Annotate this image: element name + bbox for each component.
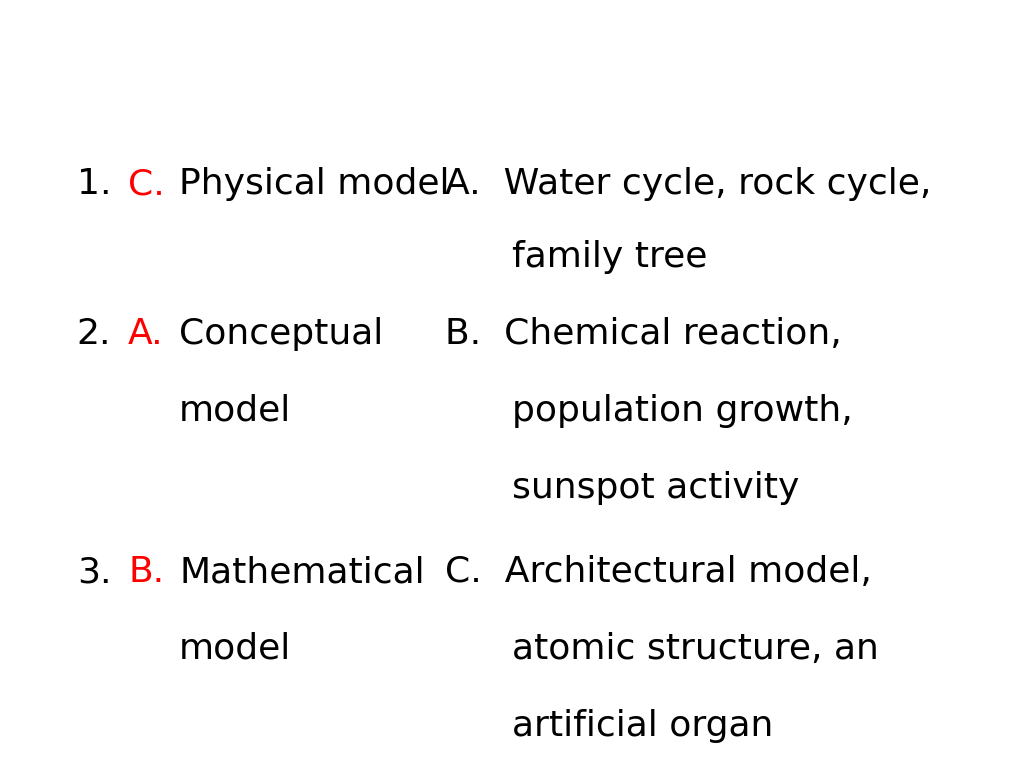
Text: A.: A. [128,317,164,351]
Text: 1.: 1. [77,167,112,201]
Text: model: model [179,394,292,428]
Text: model: model [179,632,292,666]
Text: 3.: 3. [77,555,112,589]
Text: artificial organ: artificial organ [512,709,773,743]
Text: C.: C. [128,167,165,201]
Text: Conceptual: Conceptual [179,317,383,351]
Text: 2.: 2. [77,317,112,351]
Text: Mathematical: Mathematical [179,555,425,589]
Text: B.: B. [128,555,164,589]
Text: A.  Water cycle, rock cycle,: A. Water cycle, rock cycle, [445,167,932,201]
Text: Physical model: Physical model [179,167,450,201]
Text: B.  Chemical reaction,: B. Chemical reaction, [445,317,842,351]
Text: atomic structure, an: atomic structure, an [512,632,879,666]
Text: C.  Architectural model,: C. Architectural model, [445,555,872,589]
Text: sunspot activity: sunspot activity [512,471,800,505]
Text: family tree: family tree [512,240,708,274]
Text: population growth,: population growth, [512,394,853,428]
